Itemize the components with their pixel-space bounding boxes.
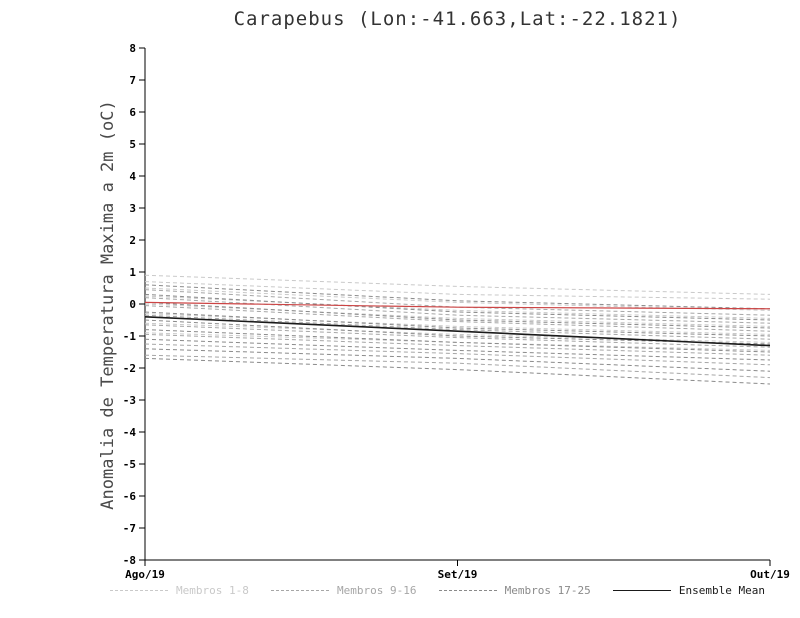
y-tick-label: -6 bbox=[123, 490, 137, 503]
member-line bbox=[144, 284, 771, 310]
member-line bbox=[144, 348, 771, 372]
member-line bbox=[144, 314, 771, 340]
member-line bbox=[144, 343, 771, 366]
y-tick-label: -4 bbox=[123, 426, 137, 439]
member-line bbox=[144, 332, 771, 351]
member-line bbox=[144, 281, 771, 300]
member-line bbox=[144, 311, 771, 337]
y-tick-label: 8 bbox=[129, 42, 136, 55]
member-line bbox=[144, 305, 771, 332]
y-tick-label: 3 bbox=[129, 202, 136, 215]
chart-title: Carapebus (Lon:-41.663,Lat:-22.1821) bbox=[233, 8, 682, 30]
member-line bbox=[144, 324, 771, 348]
member-line bbox=[144, 274, 771, 295]
y-tick-label: -2 bbox=[123, 362, 136, 375]
y-tick-label: 5 bbox=[129, 138, 136, 151]
member-line bbox=[144, 338, 771, 361]
legend-line-sample-solid bbox=[612, 590, 671, 591]
member-line bbox=[144, 295, 771, 319]
legend: Membros 1-8 Membros 9-16 Membros 17-25 Ense… bbox=[110, 584, 765, 597]
legend-label: Membros 17-25 bbox=[504, 584, 591, 597]
x-tick-label: Set/19 bbox=[438, 568, 478, 581]
y-tick-label: 0 bbox=[129, 298, 136, 311]
member-line bbox=[144, 303, 771, 327]
legend-line-sample-dashed bbox=[438, 590, 497, 591]
member-line bbox=[144, 322, 771, 343]
legend-label: Membros 1-8 bbox=[176, 584, 249, 597]
legend-item: Membros 1-8 bbox=[110, 584, 249, 597]
y-tick-label: 7 bbox=[129, 74, 136, 87]
y-tick-label: 2 bbox=[129, 234, 136, 247]
y-tick-label: 6 bbox=[129, 106, 136, 119]
ensemble-mean-line bbox=[144, 316, 771, 347]
legend-label: Ensemble Mean bbox=[678, 584, 765, 597]
legend-item: Membros 17-25 bbox=[438, 584, 591, 597]
y-tick-label: -3 bbox=[123, 394, 136, 407]
y-tick-label: -5 bbox=[123, 458, 136, 471]
y-tick-label: -7 bbox=[123, 522, 136, 535]
x-tick-label: Ago/19 bbox=[125, 568, 165, 581]
y-tick-label: 1 bbox=[129, 266, 136, 279]
member-line bbox=[144, 297, 771, 324]
reference-line bbox=[144, 301, 771, 310]
y-tick-label: -1 bbox=[123, 330, 137, 343]
member-line bbox=[144, 289, 771, 316]
legend-item: Membros 9-16 bbox=[271, 584, 417, 597]
member-line bbox=[144, 313, 771, 335]
member-line bbox=[144, 329, 771, 353]
legend-line-sample-dashed bbox=[110, 590, 168, 591]
legend-label: Membros 9-16 bbox=[337, 584, 417, 597]
x-tick-label: Out/19 bbox=[750, 568, 790, 581]
member-line bbox=[144, 301, 771, 329]
member-line bbox=[144, 333, 771, 356]
member-line bbox=[144, 293, 771, 321]
y-tick-label: 4 bbox=[129, 170, 136, 183]
legend-item: Ensemble Mean bbox=[612, 584, 765, 597]
member-line bbox=[144, 357, 771, 385]
y-tick-label: -8 bbox=[123, 554, 136, 567]
member-line bbox=[144, 354, 771, 379]
legend-line-sample-dashed bbox=[271, 590, 330, 591]
